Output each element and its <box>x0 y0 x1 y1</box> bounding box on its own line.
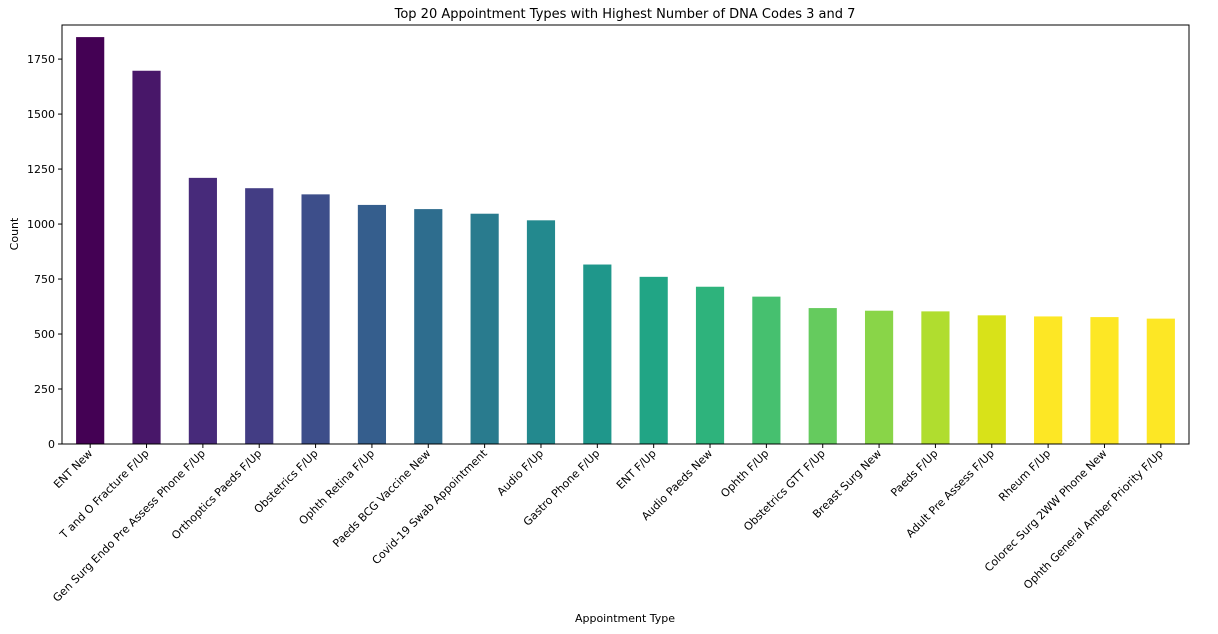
bar <box>301 194 330 444</box>
y-axis: 0 250 500 750 1000 1250 1500 1750 <box>27 53 62 451</box>
bar <box>245 188 274 444</box>
bar <box>808 308 837 444</box>
x-axis-label: Appointment Type <box>575 612 675 625</box>
bar <box>76 37 105 445</box>
y-tick-label: 1750 <box>27 53 55 66</box>
bar <box>695 286 725 444</box>
bar <box>1146 318 1175 444</box>
y-tick-label: 500 <box>34 328 55 341</box>
y-tick-label: 750 <box>34 273 55 286</box>
y-axis-label: Count <box>8 217 21 250</box>
y-tick-label: 1000 <box>27 218 55 231</box>
bar <box>921 311 950 444</box>
y-tick-label: 1500 <box>27 108 55 121</box>
y-tick-label: 250 <box>34 383 55 396</box>
bar <box>1034 316 1063 444</box>
bar <box>414 209 443 444</box>
chart-title: Top 20 Appointment Types with Highest Nu… <box>394 7 856 22</box>
bar <box>188 177 217 444</box>
bar <box>132 70 161 444</box>
bar <box>357 204 387 444</box>
plot-frame <box>61 24 1190 445</box>
y-tick-label: 1250 <box>27 163 55 176</box>
bar <box>470 213 499 444</box>
y-tick-label: 0 <box>48 438 55 451</box>
bar <box>864 310 894 444</box>
bar <box>1090 317 1119 444</box>
bar <box>526 220 556 444</box>
bar <box>977 315 1006 444</box>
bar <box>639 276 668 444</box>
bar <box>583 264 612 444</box>
bar <box>752 296 781 444</box>
bars-group <box>76 37 1175 445</box>
